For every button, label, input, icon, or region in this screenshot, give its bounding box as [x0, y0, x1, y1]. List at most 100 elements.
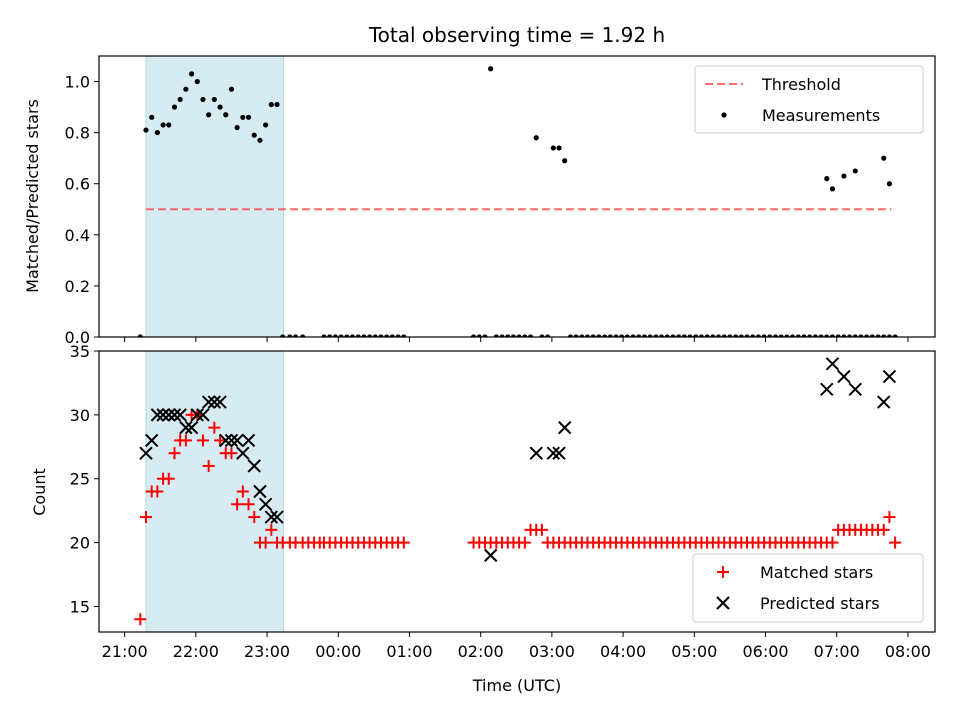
- matched-star-marker: [518, 536, 531, 549]
- measurement-point: [818, 334, 824, 337]
- measurement-point: [300, 334, 306, 337]
- matched-star-marker: [214, 434, 227, 447]
- measurement-point: [858, 334, 864, 337]
- legend-matched-swatch: [717, 566, 729, 578]
- measurement-point: [653, 334, 659, 337]
- matched-star-marker: [877, 523, 890, 536]
- y-tick-label: 0.0: [65, 328, 90, 347]
- predicted-star-marker: [173, 408, 187, 422]
- y-tick-label: 30: [70, 406, 90, 425]
- matched-star-marker: [265, 523, 278, 536]
- predicted-star-d2: [139, 446, 153, 460]
- predicted-star-d2: [529, 446, 543, 460]
- measurement-point: [556, 145, 562, 151]
- predicted-star-marker: [219, 433, 233, 448]
- measurement-point: [755, 334, 761, 337]
- measurement-point: [590, 334, 596, 337]
- x-tick-label: 07:00: [814, 642, 860, 661]
- measurement-point: [721, 334, 727, 337]
- predicted-star-d2: [144, 433, 159, 448]
- predicted-star-marker: [558, 420, 572, 435]
- measurement-point: [211, 96, 217, 103]
- measurement-point: [533, 135, 539, 141]
- measurement-point: [744, 334, 750, 337]
- predicted-star-marker: [201, 395, 216, 409]
- matched-star-marker: [202, 459, 215, 472]
- x-tick-label: 01:00: [386, 642, 432, 661]
- measurement-point: [166, 122, 172, 128]
- predicted-star-marker: [162, 408, 176, 422]
- measurement-point: [864, 334, 870, 337]
- legend-box: [692, 553, 924, 623]
- matched-star-marker: [889, 536, 902, 549]
- predicted-star-d2: [213, 395, 227, 409]
- measurement-point: [835, 334, 841, 337]
- predicted-star-d2: [201, 395, 216, 409]
- measurement-point: [658, 334, 665, 337]
- measurement-point: [630, 334, 636, 337]
- predicted-star-d2: [247, 459, 261, 473]
- measurement-point: [292, 334, 299, 337]
- predicted-star-marker: [150, 408, 165, 422]
- y-tick-label: 35: [70, 342, 90, 361]
- matched-star-marker: [826, 536, 839, 549]
- measurement-point: [510, 334, 517, 337]
- predicted-star-d2: [219, 433, 233, 448]
- legend-measurement-swatch: [721, 112, 727, 118]
- measurement-point: [601, 334, 608, 337]
- predicted-star-marker: [207, 395, 222, 409]
- measurement-point: [287, 334, 293, 337]
- data-marks: [137, 66, 898, 337]
- measurement-point: [263, 122, 269, 128]
- matched-star-marker: [883, 511, 896, 524]
- predicted-star-d2: [877, 395, 891, 409]
- predicted-star-d2: [483, 548, 498, 563]
- predicted-star-marker: [483, 548, 498, 563]
- measurement-point: [545, 334, 551, 337]
- y-tick-label: 0.2: [65, 277, 90, 296]
- x-tick-label: 00:00: [315, 642, 361, 661]
- predicted-star-marker: [270, 510, 284, 524]
- matched-star-marker: [397, 536, 410, 549]
- matched-star-marker: [225, 447, 238, 460]
- predicted-star-marker: [144, 433, 159, 448]
- legend-measurement-label: Measurements: [762, 106, 880, 125]
- predicted-star-d2: [184, 420, 199, 435]
- predicted-star-marker: [552, 446, 566, 460]
- measurement-point: [171, 104, 178, 110]
- predicted-star-marker: [825, 357, 840, 371]
- x-tick-label: 22:00: [173, 642, 219, 661]
- measurement-point: [482, 334, 488, 337]
- predicted-star-d2: [224, 433, 239, 448]
- measurement-point: [137, 334, 143, 337]
- y-tick-label: 1.0: [65, 73, 90, 92]
- measurement-point: [829, 334, 836, 337]
- matched-star-marker: [134, 613, 147, 626]
- y-tick-label: 20: [70, 534, 90, 553]
- measurement-point: [801, 334, 807, 337]
- predicted-star-marker: [258, 497, 273, 511]
- observing-span: [145, 55, 284, 338]
- x-tick-label: 23:00: [244, 642, 290, 661]
- legend-box: [694, 65, 924, 134]
- y-tick-label: 15: [70, 597, 90, 616]
- predicted-star-d2: [270, 510, 284, 524]
- measurement-point: [892, 334, 898, 337]
- measurement-point: [251, 132, 257, 138]
- measurement-point: [488, 66, 494, 72]
- measurement-point: [636, 334, 642, 337]
- predicted-star-d2: [207, 395, 222, 409]
- measurement-point: [624, 334, 630, 337]
- measurement-point: [881, 334, 887, 337]
- measurement-point: [875, 334, 881, 337]
- x-tick-label: 08:00: [885, 642, 931, 661]
- measurement-point: [738, 334, 744, 337]
- predicted-star-d2: [258, 497, 273, 511]
- legend-threshold-label: Threshold: [761, 75, 841, 94]
- y-tick-label: 0.4: [65, 226, 90, 245]
- measurement-point: [789, 334, 796, 337]
- measurement-point: [579, 334, 585, 337]
- measurement-point: [664, 334, 670, 337]
- matched-star-marker: [196, 434, 209, 447]
